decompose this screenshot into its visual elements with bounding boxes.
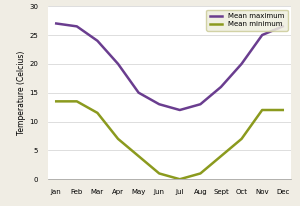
- Legend: Mean maximum, Mean minimum: Mean maximum, Mean minimum: [206, 10, 287, 31]
- Y-axis label: Temperature (Celcius): Temperature (Celcius): [17, 50, 26, 135]
